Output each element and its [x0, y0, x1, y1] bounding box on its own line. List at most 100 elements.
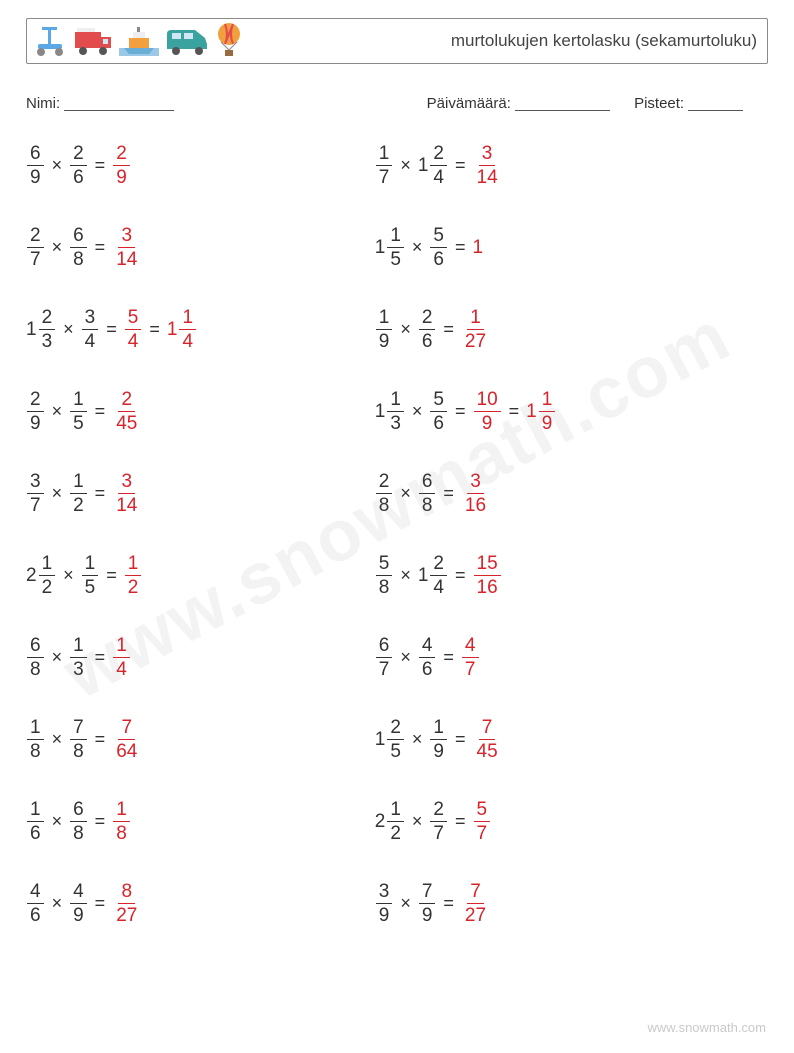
numerator: 1	[70, 390, 87, 412]
fraction: 19	[539, 390, 556, 433]
denominator: 3	[39, 330, 56, 351]
denominator: 14	[474, 166, 501, 187]
denominator: 9	[479, 412, 496, 433]
problem-row: 28×68=316	[375, 470, 768, 516]
firetruck-icon	[73, 24, 113, 58]
numerator: 4	[70, 882, 87, 904]
fraction: 15	[387, 226, 404, 269]
footer-url: www.snowmath.com	[648, 1020, 766, 1035]
denominator: 8	[113, 822, 130, 843]
fraction: 67	[376, 636, 393, 679]
fraction: 37	[27, 472, 44, 515]
multiply-op: ×	[400, 320, 411, 338]
equals-sign: =	[455, 566, 466, 584]
fraction: 69	[27, 144, 44, 187]
fraction: 13	[70, 636, 87, 679]
numerator: 2	[113, 144, 130, 166]
answer: 245	[112, 390, 141, 433]
numerator: 1	[387, 390, 404, 412]
multiply-op: ×	[52, 648, 63, 666]
denominator: 3	[387, 412, 404, 433]
answer: 57	[473, 800, 492, 843]
answer: 12	[124, 554, 143, 597]
fraction: 16	[27, 800, 44, 843]
denominator: 9	[419, 904, 436, 925]
denominator: 14	[113, 494, 140, 515]
denominator: 3	[70, 658, 87, 679]
numerator: 2	[27, 226, 44, 248]
fraction: 316	[462, 472, 489, 515]
equals-sign: =	[443, 648, 454, 666]
fraction: 56	[430, 390, 447, 433]
fraction: 1516	[474, 554, 501, 597]
fraction: 827	[113, 882, 140, 925]
numerator: 3	[376, 882, 393, 904]
multiply-op: ×	[400, 894, 411, 912]
name-label: Nimi:	[26, 95, 60, 112]
fraction: 12	[39, 554, 56, 597]
numerator: 4	[27, 882, 44, 904]
fraction: 68	[70, 226, 87, 269]
denominator: 9	[376, 330, 393, 351]
fraction: 18	[113, 800, 130, 843]
numerator: 4	[419, 636, 436, 658]
fraction: 15	[70, 390, 87, 433]
fraction: 46	[419, 636, 436, 679]
problem-row: 125×19=745	[375, 716, 768, 762]
date-label: Päivämäärä:	[427, 95, 511, 112]
answer-integer: 1	[473, 238, 484, 257]
numerator: 1	[39, 554, 56, 576]
denominator: 7	[376, 658, 393, 679]
fraction: 25	[387, 718, 404, 761]
answer: 314	[473, 144, 502, 187]
fraction: 23	[39, 308, 56, 351]
equals-sign: =	[455, 402, 466, 420]
answer: 14	[112, 636, 131, 679]
denominator: 8	[70, 822, 87, 843]
problem-row: 19×26=127	[375, 306, 768, 352]
denominator: 16	[462, 494, 489, 515]
problem-row: 113×56=109=119	[375, 388, 768, 434]
numerator: 2	[376, 472, 393, 494]
answer: 764	[112, 718, 141, 761]
answer: 47	[461, 636, 480, 679]
denominator: 14	[113, 248, 140, 269]
denominator: 27	[462, 330, 489, 351]
multiply-op: ×	[63, 320, 74, 338]
denominator: 8	[419, 494, 436, 515]
fraction: 745	[474, 718, 501, 761]
fraction: 314	[474, 144, 501, 187]
denominator: 6	[430, 412, 447, 433]
multiply-op: ×	[412, 402, 423, 420]
equals-sign: =	[455, 730, 466, 748]
denominator: 4	[179, 330, 196, 351]
fraction: 14	[179, 308, 196, 351]
numerator: 6	[27, 144, 44, 166]
answer: 1516	[473, 554, 502, 597]
problem-row: 29×15=245	[26, 388, 375, 434]
problem-row: 16×68=18	[26, 798, 375, 844]
fraction: 13	[387, 390, 404, 433]
scooter-icon	[33, 24, 67, 58]
fraction: 27	[27, 226, 44, 269]
whole-part: 1	[526, 402, 537, 421]
whole-part: 1	[375, 238, 386, 257]
multiply-op: ×	[52, 730, 63, 748]
denominator: 45	[113, 412, 140, 433]
numerator: 7	[70, 718, 87, 740]
problem-row: 58×124=1516	[375, 552, 768, 598]
multiply-op: ×	[63, 566, 74, 584]
problem-row: 123×34=54=114	[26, 306, 375, 352]
fraction: 314	[113, 226, 140, 269]
problem-row: 18×78=764	[26, 716, 375, 762]
multiply-op: ×	[400, 566, 411, 584]
equals-sign: =	[443, 320, 454, 338]
denominator: 8	[376, 576, 393, 597]
balloon-icon	[215, 22, 243, 60]
denominator: 64	[113, 740, 140, 761]
numerator: 3	[118, 472, 135, 494]
numerator: 8	[118, 882, 135, 904]
numerator: 5	[125, 308, 142, 330]
fraction: 727	[462, 882, 489, 925]
denominator: 6	[419, 658, 436, 679]
